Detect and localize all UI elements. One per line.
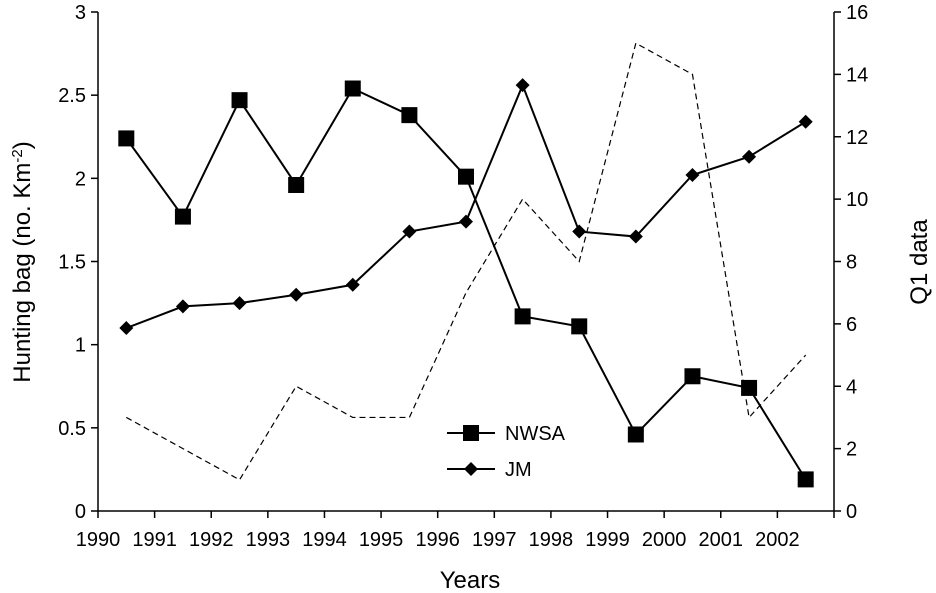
nwsa-point xyxy=(118,130,135,147)
x-tick-label: 1995 xyxy=(359,529,404,551)
jm-point xyxy=(572,224,587,239)
x-tick-label: 2002 xyxy=(755,529,800,551)
nwsa-point xyxy=(401,107,418,124)
jm-point xyxy=(515,78,530,93)
x-tick-label: 1991 xyxy=(132,529,177,551)
left-y-axis: 0 0.5 1 1.5 2 2.5 3 xyxy=(58,2,99,523)
x-axis-title: Years xyxy=(440,567,501,593)
left-y-axis-title-main: Hunting bag (no. Km xyxy=(9,163,36,383)
jm-point xyxy=(289,287,304,302)
nwsa-point xyxy=(288,176,305,193)
right-tick-label: 2 xyxy=(846,439,857,461)
x-tick-label: 1996 xyxy=(415,529,460,551)
x-tick-label: 1998 xyxy=(529,529,574,551)
jm-point xyxy=(742,149,757,164)
nwsa-point xyxy=(514,308,531,325)
jm-point xyxy=(685,168,700,183)
jm-point xyxy=(175,299,190,314)
legend-jm-marker xyxy=(464,462,478,476)
jm-point xyxy=(459,214,473,229)
left-tick-label: 3 xyxy=(75,2,86,24)
x-tick-label: 1992 xyxy=(189,529,234,551)
nwsa-point xyxy=(458,168,474,185)
x-tick-label: 1993 xyxy=(246,529,291,551)
legend-nwsa-label: NWSA xyxy=(505,423,566,445)
legend-nwsa-marker xyxy=(463,425,479,441)
left-y-axis-title: Hunting bag (no. Km-2) xyxy=(9,141,36,382)
right-tick-label: 0 xyxy=(846,501,857,523)
right-tick-label: 6 xyxy=(846,314,857,336)
left-tick-label: 0.5 xyxy=(58,418,86,440)
jm-point xyxy=(345,277,360,292)
nwsa-point xyxy=(344,80,361,97)
right-tick-label: 8 xyxy=(846,252,857,274)
jm-point xyxy=(119,321,134,336)
x-tick-label: 2001 xyxy=(699,529,744,551)
left-tick-label: 0 xyxy=(75,501,86,523)
nwsa-point xyxy=(797,471,814,488)
left-tick-label: 2 xyxy=(75,168,86,190)
series-2-line xyxy=(126,42,807,481)
nwsa-line xyxy=(125,87,807,480)
legend-jm-label: JM xyxy=(505,459,532,481)
x-tick-label: 1997 xyxy=(472,529,517,551)
x-tick-label: 1994 xyxy=(302,529,347,551)
nwsa-point xyxy=(684,368,701,385)
right-tick-label: 12 xyxy=(846,127,868,149)
right-y-axis-title: Q1 data xyxy=(906,219,933,305)
right-tick-label: 10 xyxy=(846,189,868,211)
left-y-axis-title-close: ) xyxy=(9,141,36,149)
nwsa-point xyxy=(627,426,644,443)
jm-point xyxy=(798,114,813,129)
right-tick-label: 16 xyxy=(846,2,868,24)
legend: NWSA JM xyxy=(447,423,566,481)
x-tick-label: 2000 xyxy=(642,529,687,551)
left-y-axis-title-sup: -2 xyxy=(9,149,26,162)
nwsa-point xyxy=(571,318,588,335)
series-layer xyxy=(118,42,814,488)
jm-point xyxy=(402,224,417,239)
left-tick-label: 1.5 xyxy=(58,252,86,274)
left-tick-label: 2.5 xyxy=(58,85,86,107)
jm-point xyxy=(232,296,247,311)
x-tick-label: 1999 xyxy=(585,529,630,551)
x-axis: 1990 1991 1992 1993 1994 1995 1996 1997 1998 1999… xyxy=(76,510,835,551)
right-y-axis: 0 2 4 6 8 10 12 14 16 xyxy=(833,2,868,523)
nwsa-point xyxy=(174,208,191,225)
jm-point xyxy=(628,229,643,244)
right-tick-label: 14 xyxy=(846,64,868,86)
x-tick-label: 1990 xyxy=(76,529,121,551)
right-tick-label: 4 xyxy=(846,376,857,398)
left-tick-label: 1 xyxy=(75,335,86,357)
nwsa-point xyxy=(231,92,248,109)
